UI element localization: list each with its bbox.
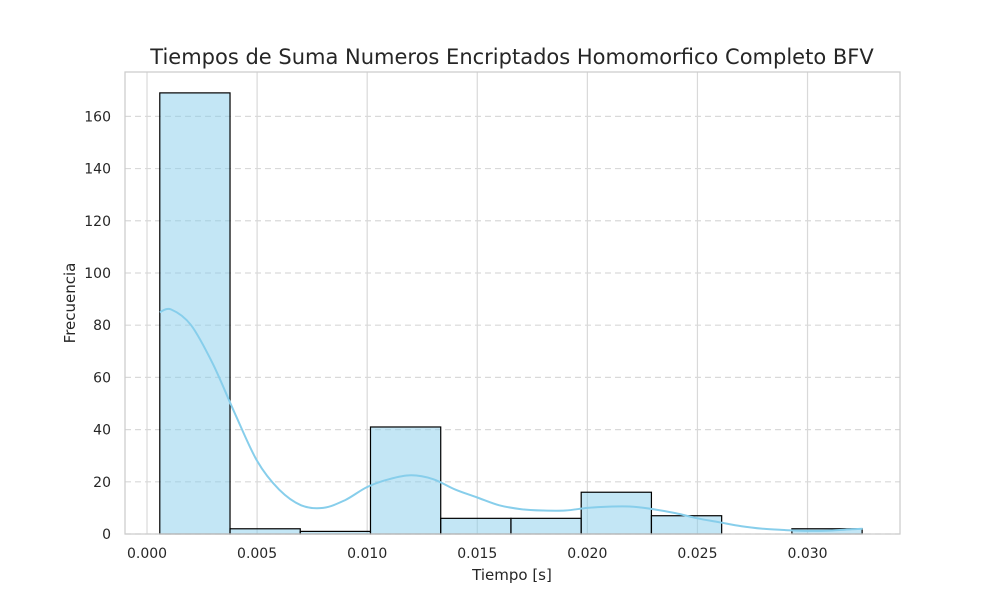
x-tick-label: 0.010 — [347, 546, 387, 562]
kde-curve — [159, 307, 863, 532]
bars-layer — [159, 92, 863, 535]
x-axis-label: Tiempo [s] — [471, 566, 552, 584]
histogram-bar — [650, 515, 723, 535]
y-tick-label: 120 — [84, 214, 111, 230]
y-tick-label: 160 — [84, 109, 111, 125]
x-tick-label: 0.025 — [677, 546, 717, 562]
chart-title: Tiempos de Suma Numeros Encriptados Homo… — [149, 45, 874, 69]
y-tick-label: 40 — [93, 423, 111, 439]
kde-layer — [159, 307, 863, 532]
y-tick-labels: 0 20 40 60 80 100 120 140 160 — [84, 109, 111, 543]
y-tick-label: 0 — [102, 527, 111, 543]
histogram-bar — [510, 517, 582, 535]
y-tick-label: 20 — [93, 475, 111, 491]
plot-frame — [124, 71, 901, 535]
x-tick-label: 0.015 — [457, 546, 497, 562]
histogram-bar — [229, 528, 301, 535]
histogram-bar — [159, 92, 231, 535]
y-tick-label: 80 — [93, 318, 111, 334]
x-tick-label: 0.005 — [237, 546, 277, 562]
histogram-bar — [580, 491, 653, 535]
y-tick-label: 140 — [84, 162, 111, 178]
x-tick-label: 0.030 — [787, 546, 827, 562]
y-tick-label: 100 — [84, 266, 111, 282]
x-tick-label: 0.020 — [567, 546, 607, 562]
histogram-bar — [369, 426, 442, 535]
histogram-bar — [440, 517, 512, 535]
grid-layer — [125, 72, 900, 535]
y-axis-label: Frecuencia — [61, 263, 79, 344]
x-tick-labels: 0.000 0.005 0.010 0.015 0.020 0.025 0.030 — [127, 546, 828, 562]
y-tick-label: 60 — [93, 370, 111, 386]
x-tick-label: 0.000 — [127, 546, 167, 562]
